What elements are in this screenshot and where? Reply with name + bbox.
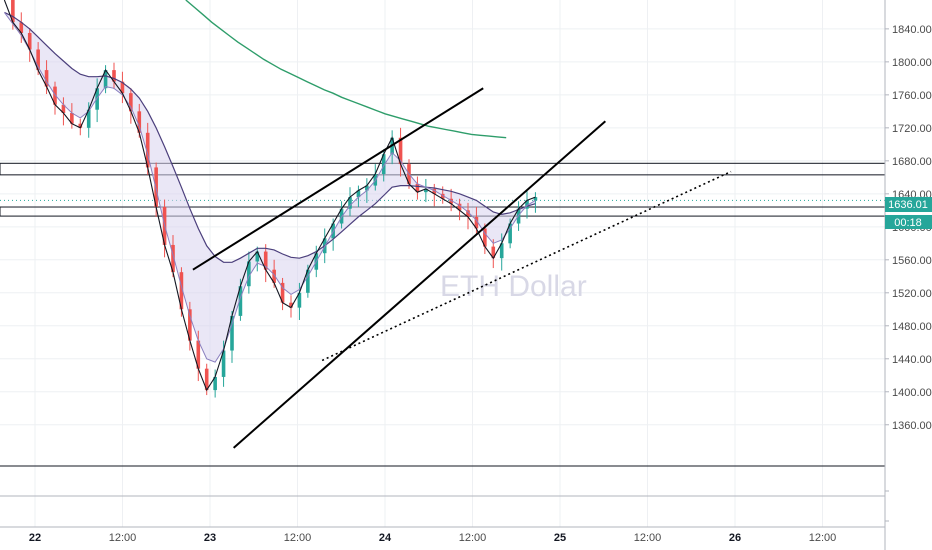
candle-body	[457, 203, 462, 211]
x-tick-label: 22	[29, 532, 41, 544]
candle-body	[213, 376, 217, 391]
candle-body	[356, 190, 361, 198]
candle-body	[179, 272, 184, 310]
x-tick-label: 12:00	[809, 532, 837, 544]
candle-body	[36, 49, 40, 71]
candle-body	[238, 286, 243, 316]
candle-body	[306, 269, 310, 293]
y-tick-label: 1680.00	[892, 156, 932, 168]
candle-body	[230, 315, 234, 351]
candle-body	[297, 292, 302, 308]
candle-body	[247, 261, 251, 287]
candle-body	[188, 309, 192, 341]
x-tick-label: 25	[554, 532, 566, 544]
candle-body	[491, 246, 496, 259]
grid	[0, 0, 885, 527]
candle-body	[398, 137, 403, 165]
candle-body	[255, 251, 260, 262]
y-tick-label: 1360.00	[892, 420, 932, 432]
x-tick-label: 26	[729, 532, 741, 544]
x-tick-label: 12:00	[634, 532, 662, 544]
candle-body	[499, 243, 504, 259]
candle-body	[263, 251, 268, 270]
candle-body	[525, 200, 529, 209]
candle-body	[449, 198, 453, 204]
candle-body	[120, 81, 125, 94]
candle-body	[365, 185, 369, 191]
trend-line-dotted[interactable]	[321, 170, 732, 362]
support-resistance-zone[interactable]	[0, 162, 886, 176]
moving-average-lines	[3, 0, 536, 392]
candle-body	[204, 368, 209, 391]
candle-body	[466, 210, 470, 217]
y-tick-label: 1800.00	[892, 57, 932, 69]
candle-body	[348, 197, 352, 209]
last-price-badge	[885, 197, 932, 212]
trend-line-solid[interactable]	[232, 120, 607, 449]
candle-body	[483, 228, 487, 247]
x-tick-label: 12:00	[284, 532, 312, 544]
ma-ribbon-fill	[4, 12, 536, 363]
candle-body	[196, 340, 201, 369]
candle-body	[145, 132, 150, 168]
candle-body	[171, 244, 175, 273]
y-tick-label: 1720.00	[892, 123, 932, 135]
candle-body	[53, 86, 57, 105]
candle-body	[280, 282, 285, 303]
candle-body	[86, 109, 91, 128]
x-tick-label: 23	[204, 532, 216, 544]
x-tick-label: 12:00	[109, 532, 137, 544]
candle-body	[11, 0, 15, 23]
candle-body	[381, 154, 386, 175]
candle-body	[221, 350, 226, 377]
candle-body	[44, 70, 49, 87]
countdown-text: 00:18	[894, 217, 922, 229]
candle-body	[137, 111, 142, 133]
candle-body	[78, 123, 83, 128]
candle-body	[339, 208, 344, 224]
y-tick-label: 1760.00	[892, 90, 932, 102]
y-tick-label: 1520.00	[892, 288, 932, 300]
candle-body	[533, 197, 538, 201]
y-tick-label: 1480.00	[892, 321, 932, 333]
moving-average-ribbon	[4, 12, 536, 363]
candle-body	[112, 70, 116, 82]
indicator-pane	[0, 465, 889, 522]
y-tick-label: 1440.00	[892, 354, 932, 366]
countdown-badge	[885, 215, 932, 229]
y-tick-label: 1840.00	[892, 24, 932, 36]
trend-line-solid[interactable]	[192, 87, 484, 271]
time-axis[interactable]: 22 12:00 23 12:00 24 12:00 25 12:00 26 12:00	[0, 526, 885, 544]
close-line	[3, 0, 536, 392]
sma-200-line	[185, 0, 507, 139]
last-price-text: 1636.01	[888, 199, 928, 211]
candle-body	[27, 32, 32, 50]
candle-body	[103, 70, 108, 89]
candle-body	[432, 188, 437, 194]
candle-body	[95, 88, 99, 110]
x-tick-label: 12:00	[459, 532, 487, 544]
candle-body	[508, 223, 512, 244]
last-price-label: 1636.01 00:18	[885, 197, 932, 229]
ema-fast-line	[3, 12, 536, 363]
candle-body	[474, 216, 479, 229]
y-tick-label: 1560.00	[892, 255, 932, 267]
candle-body	[424, 188, 428, 193]
candle-body	[129, 93, 133, 112]
candle-body	[440, 193, 445, 199]
price-axis[interactable]: 1840.001800.001760.001720.001680.001640.…	[884, 0, 932, 550]
ema-slow-line	[4, 11, 536, 263]
candle-body	[415, 183, 420, 193]
support-resistance-zone[interactable]	[0, 206, 886, 217]
candle-body	[70, 112, 74, 124]
chart-watermark: ETH Dollar	[440, 270, 587, 303]
trend-lines[interactable]	[192, 87, 732, 449]
candle-body	[289, 302, 293, 308]
candle-body	[272, 269, 276, 283]
candle-body	[19, 22, 24, 33]
x-tick-label: 24	[379, 532, 392, 544]
y-tick-label: 1400.00	[892, 387, 932, 399]
candle-body	[61, 104, 66, 113]
